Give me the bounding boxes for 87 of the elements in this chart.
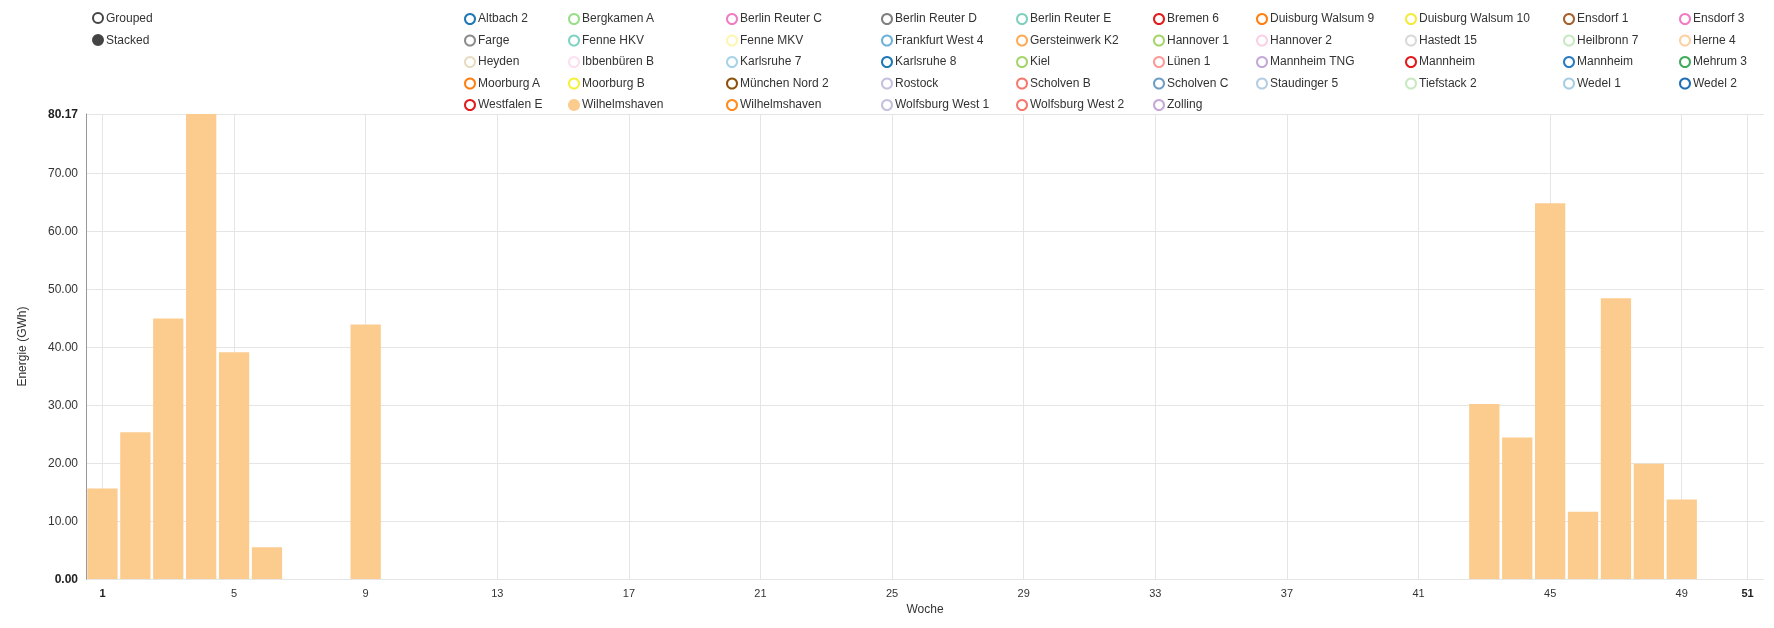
y-tick-label: 10.00: [47, 514, 79, 529]
legend-label: Mehrum 3: [1693, 54, 1748, 68]
legend-label: Ensdorf 1: [1577, 11, 1629, 25]
legend-label: Gersteinwerk K2: [1030, 32, 1120, 47]
legend-label: Wilhelmshaven: [582, 97, 664, 111]
legend-label: Karlsruhe 7: [740, 54, 802, 68]
legend-label: Bremen 6: [1167, 11, 1220, 25]
y-tick-label: 30.00: [47, 398, 79, 413]
legend-label: Frankfurt West 4: [895, 32, 984, 47]
bar: [1666, 499, 1697, 580]
bar: [1469, 403, 1500, 580]
x-tick-label: 45: [1544, 586, 1557, 599]
legend-label: Herne 4: [1693, 32, 1737, 47]
legend-label: Heyden: [478, 54, 520, 68]
legend-label: Berlin Reuter E: [1030, 11, 1112, 25]
bar: [1633, 463, 1664, 580]
bar: [1502, 437, 1533, 580]
y-tick-label: 0.00: [54, 572, 79, 587]
legend-label: Staudinger 5: [1270, 75, 1339, 90]
legend-label: Farge: [478, 32, 510, 47]
x-tick-label: 25: [885, 586, 899, 599]
legend-label: Tiefstack 2: [1419, 75, 1477, 90]
bar: [1600, 298, 1632, 580]
bar: [218, 352, 250, 580]
legend-label: Fenne HKV: [582, 32, 645, 47]
y-tick-label: 60.00: [47, 224, 79, 239]
legend-label: Duisburg Walsum 9: [1270, 11, 1375, 25]
bar: [120, 432, 151, 580]
legend-label: München Nord 2: [740, 75, 830, 90]
legend-label: Hannover 1: [1167, 32, 1230, 47]
legend-label: Berlin Reuter D: [895, 11, 978, 25]
legend-label: Bergkamen A: [582, 11, 655, 25]
legend-label: Moorburg A: [478, 75, 541, 90]
legend-label: Duisburg Walsum 10: [1419, 11, 1531, 25]
legend-label: Mannheim TNG: [1270, 54, 1355, 68]
legend-label: Wolfsburg West 1: [895, 97, 990, 111]
bar: [87, 488, 118, 580]
legend-label: Wedel 2: [1693, 75, 1738, 90]
x-tick-label: 49: [1675, 586, 1688, 599]
y-tick-label: 80.17: [47, 107, 79, 121]
text: Grouped: [106, 11, 153, 25]
bar: [1535, 203, 1566, 580]
x-tick-label: 29: [1017, 586, 1030, 599]
y-tick-label: 40.00: [47, 340, 79, 355]
legend-label: Ibbenbüren B: [582, 54, 655, 68]
legend-label: Karlsruhe 8: [895, 54, 957, 68]
legend-label: Wedel 1: [1577, 75, 1622, 90]
legend-label: Altbach 2: [478, 11, 529, 25]
legend-label: Kiel: [1030, 54, 1051, 68]
bar: [251, 547, 283, 580]
y-tick-label: 20.00: [47, 456, 79, 471]
legend-label: Ensdorf 3: [1693, 11, 1745, 25]
legend-label: Scholven C: [1167, 75, 1229, 90]
legend-label: Scholven B: [1030, 75, 1091, 90]
legend-label: Rostock: [895, 75, 940, 90]
x-tick-label: 51: [1741, 586, 1754, 599]
x-tick-label: 5: [231, 586, 238, 599]
bar: [350, 324, 381, 580]
legend-label: Westfalen E: [478, 97, 543, 111]
x-tick-label: 1: [99, 586, 106, 599]
legend-label: Lünen 1: [1167, 54, 1211, 68]
x-tick-label: 41: [1412, 586, 1425, 599]
legend-label: Hannover 2: [1270, 32, 1333, 47]
legend-label: Heilbronn 7: [1577, 32, 1639, 47]
x-axis-title: Woche: [906, 602, 944, 616]
bar: [1567, 511, 1599, 580]
legend-label: Moorburg B: [582, 75, 645, 90]
text: Stacked: [106, 32, 150, 47]
x-tick-label: 37: [1280, 586, 1294, 599]
y-tick-label: 50.00: [47, 282, 79, 297]
bar: [153, 318, 184, 580]
legend-label: Wilhelmshaven: [740, 97, 822, 111]
legend-label: Zolling: [1167, 97, 1203, 111]
x-tick-label: 9: [362, 586, 369, 599]
y-tick-label: 70.00: [47, 166, 79, 180]
legend-label: Hastedt 15: [1419, 32, 1478, 47]
legend-label: Mannheim: [1577, 54, 1634, 68]
x-tick-label: 21: [754, 586, 767, 599]
legend-label: Mannheim: [1419, 54, 1476, 68]
bar: [186, 114, 217, 580]
x-tick-label: 33: [1149, 586, 1162, 599]
legend-label: Berlin Reuter C: [740, 11, 823, 25]
legend-label: Wolfsburg West 2: [1030, 97, 1125, 111]
legend-label: Fenne MKV: [740, 32, 804, 47]
x-tick-label: 13: [491, 586, 504, 599]
x-tick-label: 17: [622, 586, 636, 599]
y-axis-title: Energie (GWh): [15, 306, 29, 387]
